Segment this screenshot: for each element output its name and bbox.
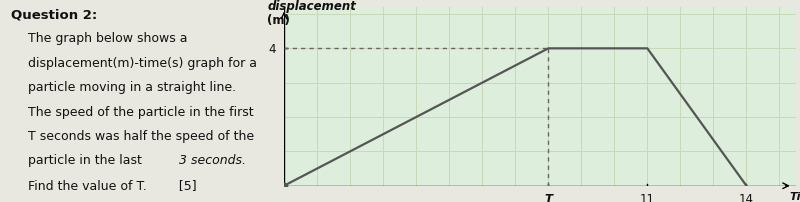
Text: 11: 11: [640, 192, 655, 202]
Text: 4: 4: [268, 43, 276, 56]
Text: 3 seconds.: 3 seconds.: [179, 154, 246, 166]
Text: particle moving in a straight line.: particle moving in a straight line.: [27, 81, 236, 94]
Text: (m): (m): [267, 14, 290, 27]
Text: particle in the last: particle in the last: [27, 154, 146, 166]
Text: 14: 14: [739, 192, 754, 202]
Text: Question 2:: Question 2:: [11, 8, 98, 21]
Text: The speed of the particle in the first: The speed of the particle in the first: [27, 105, 254, 118]
Text: displacement: displacement: [267, 0, 356, 13]
Text: T seconds was half the speed of the: T seconds was half the speed of the: [27, 129, 254, 142]
Text: Time: Time: [790, 191, 800, 201]
Text: displacement(m)-time(s) graph for a: displacement(m)-time(s) graph for a: [27, 57, 257, 69]
Text: Find the value of T.        [5]: Find the value of T. [5]: [27, 178, 196, 191]
Text: T: T: [544, 192, 552, 202]
Text: The graph below shows a: The graph below shows a: [27, 32, 187, 45]
